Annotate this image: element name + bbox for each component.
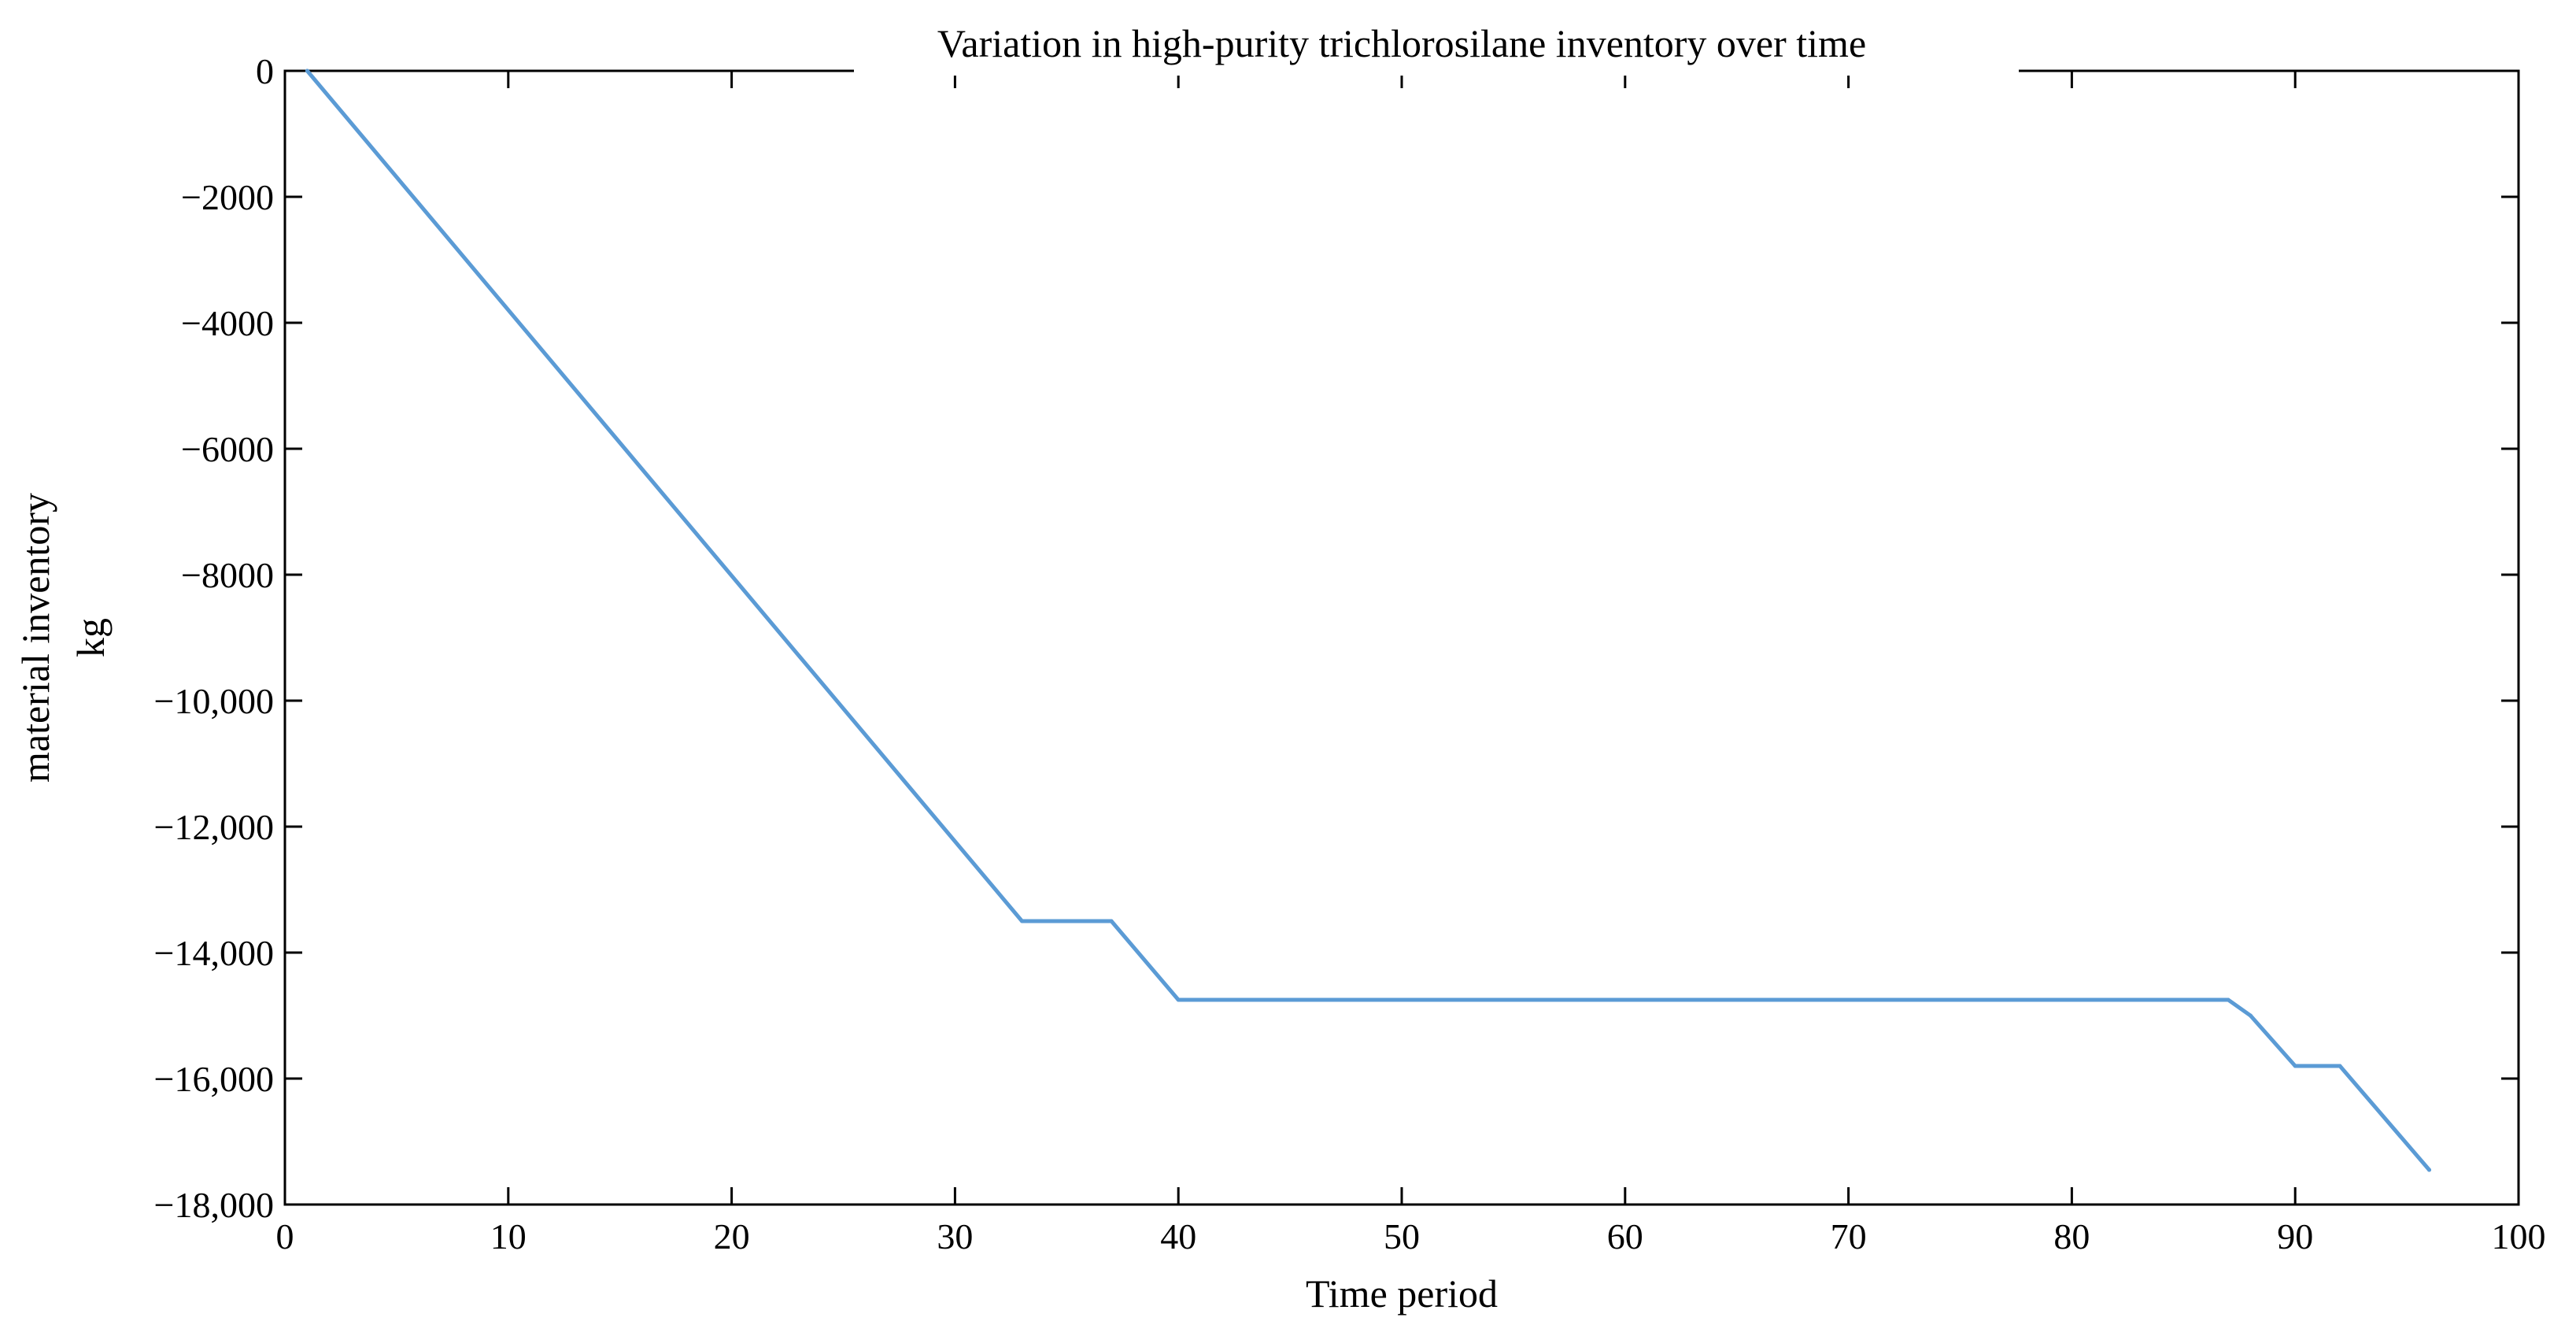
x-axis-ticks: 0 10 20 30 40 50 60 70 80 90 100 [276,71,2546,1256]
y-axis-ticks: 0 −2000 −4000 −6000 −8000 −10,000 −12,000 −14,0… [154,51,2519,1225]
chart-title-background [854,16,2019,76]
x-tick-label: 90 [2277,1216,2313,1256]
x-tick-label: 0 [276,1216,294,1256]
chart-title: Variation in high-purity trichlorosilane… [937,21,1866,65]
x-tick-label: 40 [1160,1216,1196,1256]
x-tick-label: 80 [2053,1216,2090,1256]
y-tick-label: −10,000 [154,681,274,721]
y-tick-label: −8000 [181,555,274,595]
series-point [305,68,309,73]
x-tick-label: 60 [1607,1216,1643,1256]
y-tick-label: −16,000 [154,1059,274,1099]
y-tick-label: −18,000 [154,1185,274,1225]
x-axis-title: Time period [1306,1271,1498,1316]
series-point [1109,919,1114,923]
x-tick-label: 50 [1384,1216,1420,1256]
y-tick-label: −12,000 [154,807,274,847]
y-axis-title-line-1: material inventory [13,493,57,783]
x-tick-label: 30 [937,1216,973,1256]
y-tick-label: −6000 [181,429,274,469]
series-point [2248,1013,2253,1018]
y-tick-label: −4000 [181,303,274,343]
series-point [2226,997,2230,1002]
series-point [2293,1064,2297,1068]
x-tick-label: 70 [1831,1216,1867,1256]
series-layer [305,68,2431,1172]
series-point [1020,919,1025,923]
series-point [1176,997,1181,1002]
series-point [2426,1168,2431,1172]
y-tick-label: 0 [256,51,274,91]
x-tick-label: 100 [2492,1216,2546,1256]
x-tick-label: 10 [490,1216,527,1256]
x-tick-label: 20 [714,1216,750,1256]
y-tick-label: −2000 [181,177,274,217]
y-axis-title: material inventory kg [13,493,113,783]
y-axis-title-line-2: kg [68,618,113,657]
series-point [2338,1064,2342,1068]
y-tick-label: −14,000 [154,933,274,973]
